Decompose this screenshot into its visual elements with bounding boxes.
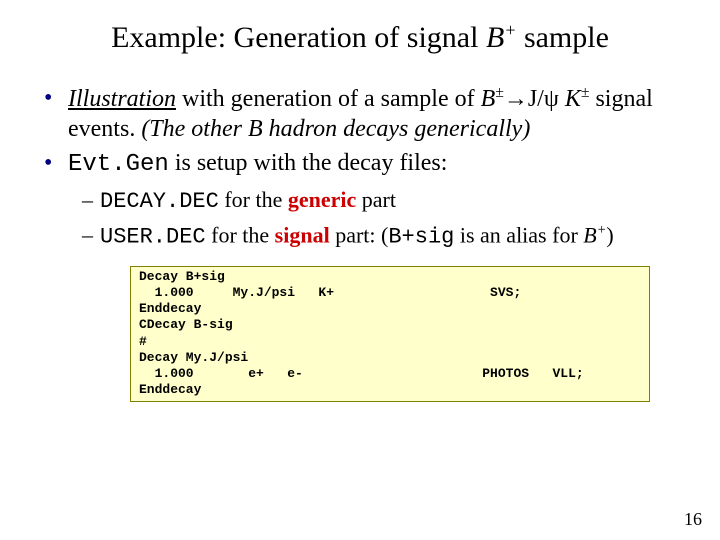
- s2-keyword: signal: [275, 222, 330, 247]
- s2-end1: part: (: [330, 222, 389, 247]
- s2-alias: B+sig: [388, 224, 454, 249]
- title-prefix: Example: Generation of signal: [111, 21, 486, 54]
- main-bullet-list: Illustration with generation of a sample…: [40, 83, 680, 180]
- s2-mid: for the: [206, 222, 275, 247]
- b2-rest: is setup with the decay files:: [169, 150, 448, 176]
- s2-file: USER.DEC: [100, 224, 206, 249]
- s2-end2: is an alias for: [454, 222, 583, 247]
- s1-mid: for the: [219, 187, 288, 212]
- title-symbol-sup: +: [504, 20, 516, 40]
- s2-end3: ): [606, 222, 613, 247]
- evtgen: Evt.Gen: [68, 151, 169, 178]
- slide-title: Example: Generation of signal B+ sample: [40, 20, 680, 55]
- s1-end: part: [356, 187, 396, 212]
- sub-bullet-1: DECAY.DEC for the generic part: [82, 186, 680, 217]
- s1-file: DECAY.DEC: [100, 189, 219, 214]
- kpm-base: K: [565, 86, 581, 112]
- bullet-1: Illustration with generation of a sample…: [40, 83, 680, 144]
- sub-bullet-2: USER.DEC for the signal part: (B+sig is …: [82, 221, 680, 252]
- jpsi: J/ψ: [528, 86, 565, 112]
- s1-keyword: generic: [288, 187, 356, 212]
- bp-sup: +: [597, 222, 607, 238]
- bullet-2: Evt.Gen is setup with the decay files:: [40, 148, 680, 180]
- page-number: 16: [684, 509, 702, 530]
- italic-rest: (The other B hadron decays generically): [141, 116, 530, 142]
- bpm-base: B: [481, 86, 496, 112]
- bp-base: B: [583, 222, 596, 247]
- title-symbol-base: B: [486, 21, 504, 54]
- arrow: →: [504, 86, 528, 112]
- code-box: Decay B+sig 1.000 My.J/psi K+ SVS; Endde…: [130, 266, 650, 402]
- bpm-sup: ±: [495, 84, 504, 101]
- sub-bullet-list: DECAY.DEC for the generic part USER.DEC …: [40, 186, 680, 252]
- title-suffix: sample: [516, 21, 608, 54]
- illustration-word: Illustration: [68, 86, 176, 112]
- b1-rest: with generation of a sample of: [176, 86, 481, 112]
